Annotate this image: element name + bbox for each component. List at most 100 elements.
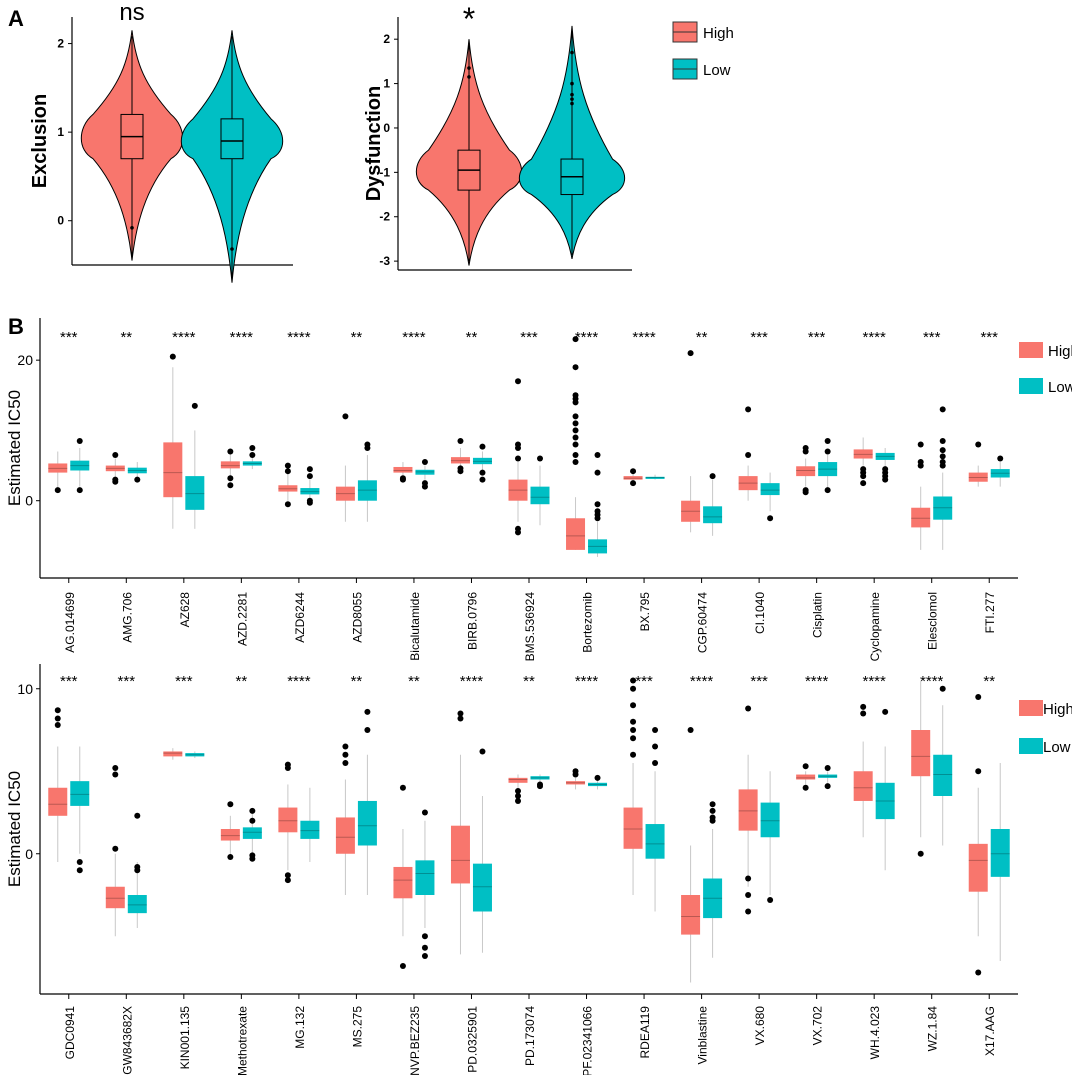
outlier-point bbox=[249, 852, 256, 859]
x-tick-label: VX.680 bbox=[753, 1006, 767, 1046]
outlier-point bbox=[802, 489, 809, 496]
outlier-point bbox=[709, 814, 716, 821]
x-tick-label: AG.014699 bbox=[63, 592, 77, 653]
outlier-point bbox=[306, 466, 313, 473]
legend-label-low: Low bbox=[703, 62, 731, 79]
box-high bbox=[566, 518, 586, 550]
x-tick-label: Cisplatin bbox=[811, 592, 825, 638]
box-low bbox=[415, 860, 435, 895]
outlier-point bbox=[112, 764, 119, 771]
outlier-point bbox=[802, 445, 809, 451]
outlier-point bbox=[479, 476, 486, 483]
outlier-point bbox=[939, 453, 946, 460]
outlier-point bbox=[572, 768, 579, 775]
outlier-point bbox=[76, 437, 83, 444]
outlier-point bbox=[572, 452, 579, 459]
box-high bbox=[738, 476, 758, 491]
outlier-point bbox=[515, 378, 521, 385]
outlier-point bbox=[630, 685, 637, 692]
outlier-point bbox=[515, 441, 521, 448]
x-tick-label: VX.702 bbox=[811, 1006, 825, 1046]
outlier-point bbox=[802, 784, 809, 791]
y-tick-label: -1 bbox=[379, 165, 390, 179]
y-tick-label: 20 bbox=[17, 352, 33, 368]
outlier-point bbox=[284, 877, 291, 884]
outlier-point bbox=[882, 476, 889, 483]
outlier-point bbox=[421, 944, 428, 951]
box-high bbox=[393, 466, 413, 473]
outlier-point bbox=[284, 468, 291, 475]
x-tick-label: KIN001.135 bbox=[178, 1006, 192, 1070]
x-tick-label: BIRB.0796 bbox=[465, 592, 479, 650]
box-high bbox=[335, 817, 355, 854]
box-low bbox=[300, 820, 320, 839]
outlier-point bbox=[134, 476, 141, 483]
significance-label: * bbox=[463, 1, 475, 37]
x-tick-label: CGP.60474 bbox=[696, 592, 710, 653]
outlier-point bbox=[342, 760, 349, 766]
significance-label: *** bbox=[980, 329, 998, 346]
outlier-point bbox=[421, 459, 428, 466]
legend-swatch-low bbox=[1019, 738, 1043, 754]
outlier-point bbox=[824, 448, 831, 455]
outlier-point bbox=[227, 448, 234, 455]
outlier-point bbox=[227, 854, 234, 861]
box-low bbox=[415, 469, 435, 475]
box-top-legend: High Low bbox=[1019, 342, 1072, 396]
outlier-point bbox=[249, 445, 256, 451]
box-low bbox=[588, 539, 608, 554]
box-high bbox=[48, 463, 68, 473]
box-high bbox=[105, 465, 125, 472]
box-ic50-top-chart: 0 20 Estimated IC50 AG.014699 *** AMG.706 ** AZ… bbox=[5, 318, 1018, 661]
significance-label: ** bbox=[696, 329, 708, 346]
outlier-point bbox=[594, 774, 601, 781]
outlier-point bbox=[284, 872, 291, 879]
box-low bbox=[933, 496, 953, 520]
box-low bbox=[990, 469, 1010, 478]
x-tick-label: Bicalutamide bbox=[408, 592, 422, 661]
outlier-point bbox=[860, 480, 867, 487]
significance-label: ** bbox=[408, 673, 420, 690]
box-low bbox=[472, 863, 492, 912]
significance-label: **** bbox=[632, 329, 656, 346]
outlier-point bbox=[515, 797, 521, 804]
box-low bbox=[530, 776, 550, 780]
y-tick-label: 0 bbox=[57, 214, 64, 228]
box-high bbox=[278, 807, 298, 833]
violin-dysfunction-chart: -3 -2 -1 0 1 2 Dysfunction * bbox=[363, 1, 632, 271]
x-tick-label: PD.0325901 bbox=[465, 1006, 479, 1073]
significance-label: ** bbox=[351, 329, 363, 346]
y-tick-label: 2 bbox=[57, 37, 64, 51]
box-high bbox=[681, 895, 701, 935]
outlier-point bbox=[975, 694, 982, 700]
outlier-point bbox=[572, 336, 579, 343]
outlier-point bbox=[745, 908, 752, 915]
x-tick-label: Methotrexate bbox=[235, 1006, 249, 1075]
panel-label-b: B bbox=[8, 314, 24, 339]
significance-label: **** bbox=[460, 673, 484, 690]
significance-label: **** bbox=[287, 329, 311, 346]
outlier-point bbox=[515, 788, 521, 795]
outlier-point bbox=[594, 452, 601, 459]
outlier-point bbox=[54, 715, 61, 722]
outlier-point bbox=[457, 710, 464, 717]
box-low bbox=[703, 506, 723, 524]
y-tick-label: 1 bbox=[57, 125, 64, 139]
outlier-point bbox=[457, 465, 464, 472]
outlier-point bbox=[421, 483, 428, 490]
outlier-point bbox=[939, 447, 946, 454]
outlier-point bbox=[342, 751, 349, 758]
outlier-point bbox=[939, 406, 946, 413]
box-high bbox=[738, 789, 758, 831]
box-high bbox=[393, 866, 413, 899]
legend-item-low: Low bbox=[1019, 738, 1071, 756]
box-low bbox=[300, 488, 320, 495]
box-low bbox=[70, 781, 90, 806]
outlier-point bbox=[594, 501, 601, 508]
outlier-point bbox=[76, 867, 83, 874]
box-low bbox=[357, 480, 377, 501]
outlier-point bbox=[939, 437, 946, 444]
outlier-point bbox=[399, 784, 406, 791]
outlier-point bbox=[134, 812, 141, 819]
x-tick-label: PD.173074 bbox=[523, 1006, 537, 1066]
